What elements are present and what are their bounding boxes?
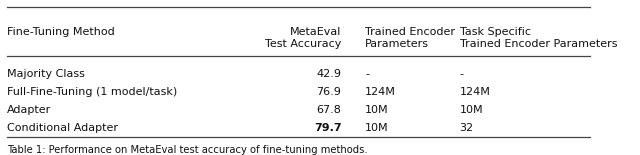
Text: Trained Encoder
Parameters: Trained Encoder Parameters: [365, 27, 455, 49]
Text: 79.7: 79.7: [314, 123, 341, 133]
Text: -: -: [365, 69, 369, 79]
Text: Task Specific
Trained Encoder Parameters: Task Specific Trained Encoder Parameters: [460, 27, 617, 49]
Text: Table 1: Performance on MetaEval test accuracy of fine-tuning methods.: Table 1: Performance on MetaEval test ac…: [7, 145, 368, 155]
Text: 42.9: 42.9: [316, 69, 341, 79]
Text: 32: 32: [460, 123, 474, 133]
Text: -: -: [460, 69, 463, 79]
Text: Adapter: Adapter: [7, 105, 52, 115]
Text: Full-Fine-Tuning (1 model/task): Full-Fine-Tuning (1 model/task): [7, 87, 177, 97]
Text: 124M: 124M: [460, 87, 490, 97]
Text: 67.8: 67.8: [317, 105, 341, 115]
Text: 10M: 10M: [365, 105, 388, 115]
Text: Conditional Adapter: Conditional Adapter: [7, 123, 118, 133]
Text: 10M: 10M: [365, 123, 388, 133]
Text: Fine-Tuning Method: Fine-Tuning Method: [7, 27, 115, 37]
Text: Majority Class: Majority Class: [7, 69, 85, 79]
Text: 76.9: 76.9: [317, 87, 341, 97]
Text: MetaEval
Test Accuracy: MetaEval Test Accuracy: [265, 27, 341, 49]
Text: 124M: 124M: [365, 87, 396, 97]
Text: 10M: 10M: [460, 105, 483, 115]
